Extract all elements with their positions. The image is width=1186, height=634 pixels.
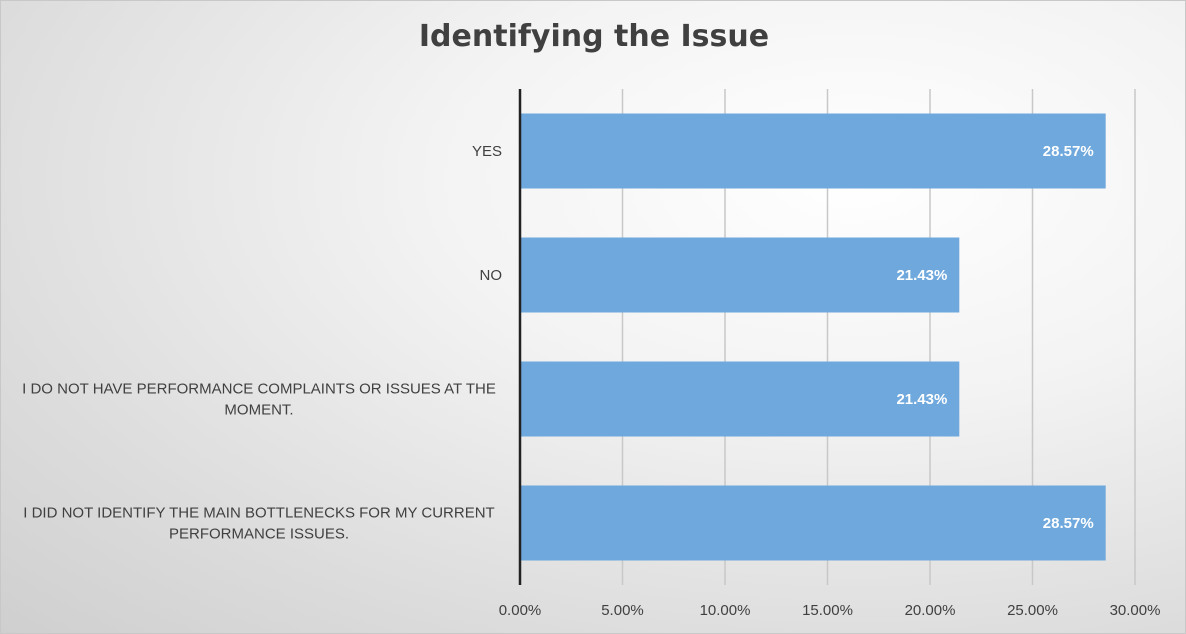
- bar: [520, 485, 1106, 561]
- bar: [520, 237, 960, 313]
- category-label: PERFORMANCE ISSUES.: [169, 526, 349, 543]
- category-label: I DID NOT IDENTIFY THE MAIN BOTTLENECKS …: [23, 505, 494, 522]
- chart-title: Identifying the Issue: [418, 19, 770, 54]
- category-label: YES: [472, 143, 502, 160]
- x-tick-label: 5.00%: [601, 602, 644, 619]
- x-tick-label: 20.00%: [905, 602, 956, 619]
- data-label: 28.57%: [1043, 515, 1094, 532]
- x-tick-label: 25.00%: [1007, 602, 1058, 619]
- bar: [520, 361, 960, 437]
- x-tick-label: 30.00%: [1110, 602, 1161, 619]
- data-label: 21.43%: [896, 267, 947, 284]
- category-label: MOMENT.: [224, 402, 293, 419]
- data-label: 21.43%: [896, 391, 947, 408]
- bar: [520, 113, 1106, 189]
- x-tick-label: 15.00%: [802, 602, 853, 619]
- data-label: 28.57%: [1043, 143, 1094, 160]
- category-label: NO: [480, 267, 503, 284]
- x-tick-label: 10.00%: [700, 602, 751, 619]
- category-label: I DO NOT HAVE PERFORMANCE COMPLAINTS OR …: [22, 381, 496, 398]
- x-tick-label: 0.00%: [499, 602, 542, 619]
